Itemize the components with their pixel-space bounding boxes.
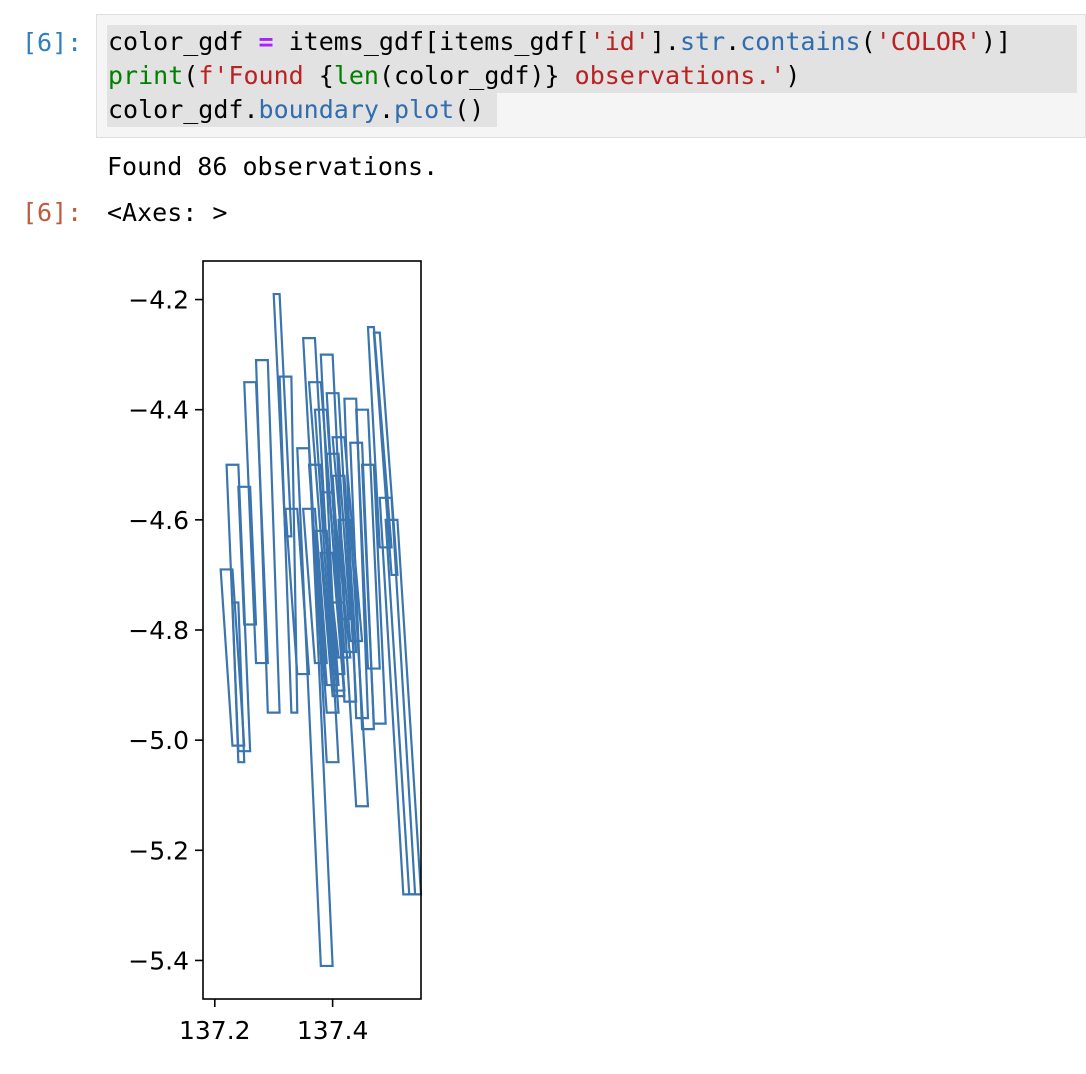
code-token: ( <box>860 27 876 56</box>
footprint-boundary <box>331 436 364 643</box>
line-highlight <box>107 25 1077 59</box>
footprint-boundary <box>254 359 281 714</box>
footprint-boundary <box>366 325 393 549</box>
footprint-boundary <box>331 474 358 654</box>
code-line-3[interactable]: color_gdf.boundary.plot() <box>108 93 484 127</box>
code-token: items_gdf[items_gdf[ <box>273 27 590 56</box>
code-token: = <box>258 27 274 56</box>
footprint-boundary <box>319 551 346 698</box>
footprint-boundary <box>372 331 399 577</box>
line-highlight <box>107 59 1077 93</box>
code-token: str <box>679 27 726 56</box>
code-token: () <box>454 95 485 124</box>
footprint-boundary <box>278 375 299 714</box>
code-token: print <box>108 61 184 90</box>
footprint-boundary <box>307 463 340 714</box>
code-token: ) <box>785 61 801 90</box>
code-token: ]. <box>649 27 680 56</box>
line-highlight <box>107 93 497 127</box>
y-tick-label: −4.2 <box>128 286 189 315</box>
code-token: boundary <box>258 95 379 124</box>
code-token: ( <box>183 61 199 90</box>
y-tick-label: −4.8 <box>128 616 189 645</box>
footprint-boundary <box>284 507 311 676</box>
code-cell-input[interactable]: color_gdf = items_gdf[items_gdf['id'].st… <box>96 14 1086 138</box>
y-tick-label: −4.6 <box>128 506 189 535</box>
result-repr: <Axes: > <box>107 198 228 227</box>
footprint-boundary <box>243 381 269 665</box>
code-token: f'Found <box>198 61 319 90</box>
tick-layer: −4.2 −4.4 −4.6 −4.8 −5.0 −5.2 −5.4 137.2 137.4 <box>128 286 368 1045</box>
code-token: 'id' <box>589 27 650 56</box>
y-tick-label: −5.0 <box>128 726 189 755</box>
footprint-boundary <box>301 507 328 665</box>
code-line-2[interactable]: print(f'Found {len(color_gdf)} observati… <box>108 59 800 93</box>
code-token: )] <box>981 27 1012 56</box>
x-tick-label: 137.4 <box>297 1016 369 1045</box>
footprint-layer <box>219 292 423 968</box>
code-token: (color_gdf)} <box>378 61 560 90</box>
footprint-boundary <box>360 463 387 725</box>
code-token: color_gdf <box>108 27 259 56</box>
code-token: . <box>725 27 741 56</box>
code-token: color_gdf. <box>108 95 259 124</box>
code-token: len <box>333 61 379 90</box>
input-prompt: [6]: <box>22 28 83 57</box>
footprint-boundary <box>355 408 381 670</box>
footprint-boundary <box>343 397 370 720</box>
footprint-boundary <box>237 485 258 626</box>
code-token: observations.' <box>559 61 786 90</box>
code-token: . <box>378 95 394 124</box>
code-token: contains <box>740 27 861 56</box>
x-tick-label: 137.2 <box>179 1016 251 1045</box>
stdout-text: Found 86 observations. <box>107 152 439 181</box>
output-prompt: [6]: <box>22 198 83 227</box>
footprint-boundary <box>301 337 340 764</box>
y-tick-label: −4.4 <box>128 396 189 425</box>
footprint-boundary <box>231 601 246 764</box>
y-tick-label: −5.2 <box>128 836 189 865</box>
y-tick-label: −5.4 <box>128 946 189 975</box>
footprint-boundary <box>296 447 334 968</box>
code-token: 'COLOR' <box>875 27 982 56</box>
code-line-1[interactable]: color_gdf = items_gdf[items_gdf['id'].st… <box>108 25 1011 59</box>
code-token: plot <box>394 95 455 124</box>
footprint-boundary <box>272 292 293 538</box>
code-token: { <box>318 61 334 90</box>
footprint-boundary <box>313 529 340 687</box>
